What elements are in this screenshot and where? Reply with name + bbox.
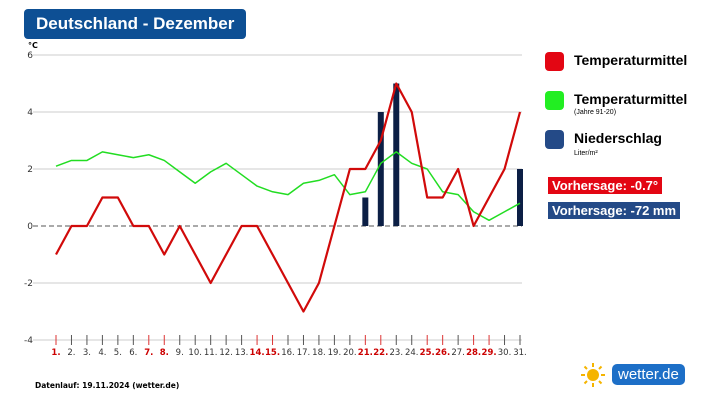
precip-bar xyxy=(362,197,369,226)
y-tick-label: 6 xyxy=(27,51,33,61)
y-tick-label: 2 xyxy=(27,165,33,175)
x-tick-label: 27. xyxy=(451,348,465,358)
y-tick-label: -4 xyxy=(24,336,33,346)
x-tick-label: 1. xyxy=(51,348,60,358)
sun-icon xyxy=(581,363,605,387)
x-tick-label: 10. xyxy=(188,348,202,358)
x-tick-label: 31. xyxy=(513,348,527,358)
x-tick-label: 8. xyxy=(160,348,169,358)
x-tick-label: 28. xyxy=(466,348,481,358)
x-tick-label: 29. xyxy=(482,348,497,358)
x-tick-label: 25. xyxy=(420,348,435,358)
y-tick-label: 0 xyxy=(27,222,33,232)
legend-swatch-blue xyxy=(545,130,564,149)
x-tick-label: 22. xyxy=(373,348,388,358)
x-tick-label: 5. xyxy=(114,348,122,358)
x-tick-label: 12. xyxy=(219,348,233,358)
x-tick-label: 2. xyxy=(67,348,75,358)
wetter-logo: wetter.de xyxy=(612,364,685,385)
x-tick-label: 19. xyxy=(328,348,342,358)
x-tick-label: 16. xyxy=(281,348,295,358)
x-tick-label: 21. xyxy=(358,348,373,358)
x-tick-label: 15. xyxy=(265,348,280,358)
legend-swatch-green xyxy=(545,91,564,110)
legend-label: Temperaturmittel xyxy=(574,52,688,68)
x-tick-label: 6. xyxy=(129,348,137,358)
x-tick-label: 17. xyxy=(297,348,311,358)
y-axis-label: °C xyxy=(28,41,38,50)
x-tick-label: 14. xyxy=(250,348,265,358)
y-tick-label: -2 xyxy=(24,279,33,289)
y-tick-label: 4 xyxy=(27,108,33,118)
data-run-note: Datenlauf: 19.11.2024 (wetter.de) xyxy=(35,381,180,390)
x-tick-label: 13. xyxy=(235,348,249,358)
forecast-precip: Vorhersage: -72 mm xyxy=(548,202,681,219)
precip-bar xyxy=(393,83,400,226)
x-tick-label: 24. xyxy=(405,348,419,358)
x-tick-label: 11. xyxy=(204,348,218,358)
legend-sub: (Jahre 91-20) xyxy=(574,109,617,116)
temp-normal-line xyxy=(55,151,521,222)
precip-bar xyxy=(517,169,523,226)
legend-swatch-red xyxy=(545,52,564,71)
x-tick-label: 23. xyxy=(390,348,404,358)
legend-label: Niederschlag xyxy=(574,130,662,146)
x-tick-label: 7. xyxy=(144,348,153,358)
x-tick-label: 18. xyxy=(312,348,326,358)
chart-title: Deutschland - Dezember xyxy=(24,9,247,39)
temp-line xyxy=(55,82,522,313)
legend-sub: Liter/m² xyxy=(574,150,598,157)
x-tick-label: 26. xyxy=(435,348,450,358)
legend-label: Temperaturmittel xyxy=(574,91,688,107)
x-tick-label: 9. xyxy=(176,348,184,358)
x-tick-label: 4. xyxy=(98,348,106,358)
x-tick-label: 30. xyxy=(498,348,512,358)
x-tick-label: 20. xyxy=(343,348,357,358)
x-tick-label: 3. xyxy=(83,348,91,358)
forecast-temp: Vorhersage: -0.7° xyxy=(548,177,663,194)
precip-bar xyxy=(377,112,384,226)
